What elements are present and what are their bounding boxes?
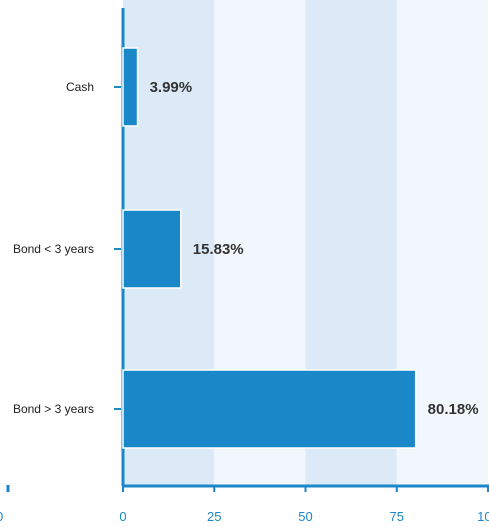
bars — [122, 47, 417, 449]
x-tick-label: 75 — [390, 509, 404, 524]
x-tick-labels: 0 25 50 75 100 — [119, 509, 489, 524]
bar — [122, 209, 182, 289]
data-label: 80.18% — [428, 401, 479, 418]
bar — [122, 47, 139, 127]
left-fragment-tick-label: 0 — [0, 509, 3, 524]
x-tick-label: 0 — [119, 509, 126, 524]
data-label: 15.83% — [193, 241, 244, 258]
category-labels: Cash Bond < 3 years Bond > 3 years — [13, 80, 94, 416]
bar — [122, 369, 417, 449]
data-labels: 3.99% 15.83% 80.18% — [150, 79, 479, 418]
category-label: Cash — [66, 80, 94, 94]
x-tick-label: 50 — [298, 509, 312, 524]
x-tick-label: 25 — [207, 509, 221, 524]
category-label: Bond < 3 years — [13, 242, 94, 256]
data-label: 3.99% — [150, 79, 193, 96]
x-tick-label: 100 — [477, 509, 489, 524]
category-label: Bond > 3 years — [13, 402, 94, 416]
